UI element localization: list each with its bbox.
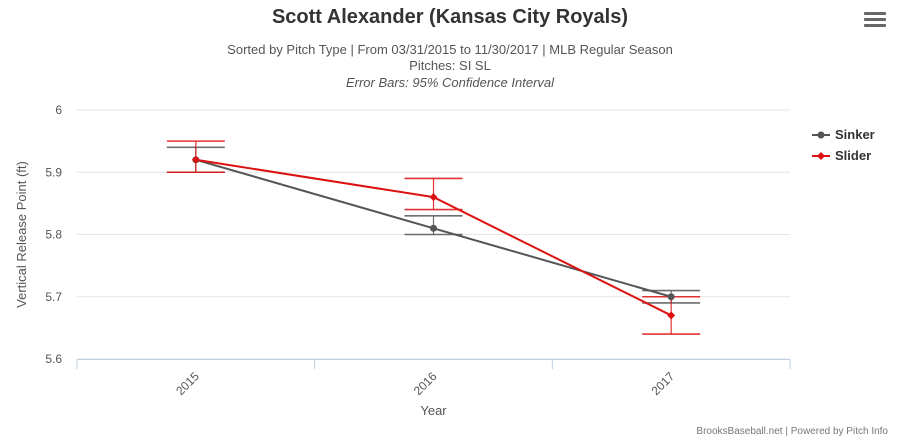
legend-label-sinker: Sinker	[835, 127, 875, 142]
series-points	[191, 155, 676, 320]
credit-text: BrooksBaseball.net | Powered by Pitch In…	[696, 426, 888, 437]
x-tick-label: 2016	[411, 369, 440, 398]
legend-item-slider[interactable]: Slider	[812, 145, 875, 166]
point-sinker	[430, 224, 437, 232]
y-tick-label: 6	[55, 103, 62, 117]
y-tick-label: 5.8	[45, 228, 62, 242]
legend-label-slider: Slider	[835, 148, 872, 163]
x-tick-label: 2015	[173, 369, 202, 398]
legend: Sinker Slider	[812, 124, 875, 166]
y-tick-label: 5.7	[45, 290, 62, 304]
chart-title: Scott Alexander (Kansas City Royals)	[271, 6, 629, 28]
point-slider	[191, 155, 200, 164]
tick-labels: 5.6 5.7 5.8 5.9 6 2015 2016 2017 Year Vertical Re…	[14, 103, 678, 418]
axes	[76, 359, 791, 369]
chart-pitches-line: Pitches: SI SL	[409, 58, 491, 73]
legend-item-sinker[interactable]: Sinker	[812, 124, 875, 145]
legend-symbol-slider	[812, 151, 830, 160]
x-tick-label: 2017	[649, 369, 678, 398]
point-slider	[429, 193, 438, 202]
hamburger-menu-icon[interactable]	[864, 10, 886, 30]
y-tick-label: 5.6	[45, 352, 62, 366]
point-slider	[667, 311, 676, 320]
point-sinker	[667, 293, 675, 301]
y-tick-label: 5.9	[45, 165, 62, 179]
y-axis-title: Vertical Release Point (ft)	[14, 161, 29, 308]
chart-subtitle: Sorted by Pitch Type | From 03/31/2015 t…	[227, 42, 673, 57]
error-bars	[166, 140, 701, 335]
x-axis-title: Year	[420, 403, 447, 418]
legend-symbol-sinker	[812, 131, 830, 138]
chart-error-bars-note: Error Bars: 95% Confidence Interval	[345, 75, 555, 90]
